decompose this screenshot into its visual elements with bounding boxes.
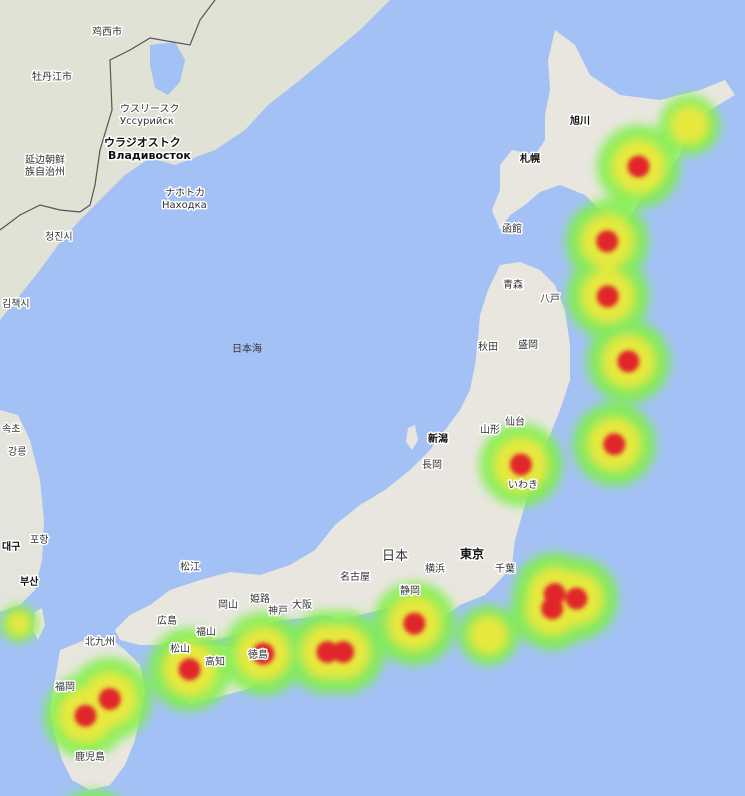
label-nagaoka: 長岡 [422,459,442,471]
label-aomori: 青森 [503,278,523,291]
label-sokcho: 속초 [2,423,20,435]
asian-mainland [0,0,390,320]
label-kitakyushu: 北九州 [85,636,115,648]
heat-point [468,615,509,656]
korean-peninsula [0,410,44,612]
label-cheongjin: 청진시 [45,231,73,243]
label-sendai: 仙台 [505,415,525,428]
oki-island [186,560,196,574]
label-fukuyama: 福山 [196,625,216,638]
label-akita: 秋田 [478,340,498,353]
label-niigata: 新潟 [428,432,448,445]
label-nakhodka-jp: ナホトカ [165,187,205,199]
label-asahikawa: 旭川 [569,114,590,127]
label-nagoya: 名古屋 [340,570,370,583]
label-pohang: 포항 [30,534,48,546]
label-tokushima: 徳島 [248,648,268,661]
label-hachinohe: 八戸 [540,293,560,305]
label-fukuoka: 福岡 [55,680,75,693]
heat-point-core [403,612,426,635]
label-yamagata: 山形 [480,424,500,436]
border-china-russia [79,0,216,213]
heat-point-core [596,230,619,253]
label-yokohama: 横浜 [425,562,445,575]
heat-layer [0,94,720,796]
label-nakhodka-ru: Находка [162,200,207,211]
heat-point-core [596,285,619,308]
heat-point-core [74,704,97,727]
hokkaido [492,30,735,230]
label-hakodate: 函館 [502,222,522,235]
heat-point-core [603,433,626,456]
heat-point-core [98,688,121,710]
label-japan-char: 日本 [382,549,408,564]
label-busan: 부산 [20,575,39,588]
label-kobe: 神戸 [268,604,288,617]
label-sapporo: 札幌 [519,152,540,165]
label-himeji: 姫路 [250,592,270,605]
heat-point-core [252,642,275,665]
heat-point-core [178,658,201,681]
heat-point-core [316,641,339,663]
label-kochi: 高知 [205,655,225,668]
heat-point [6,611,32,637]
label-daegu: 대구 [2,540,20,553]
label-shizuoka: 静岡 [400,584,420,597]
label-mudanjiang: 牡丹江市 [32,70,72,83]
label-matsue: 松江 [180,560,200,573]
label-morioka: 盛岡 [518,338,538,351]
label-kagoshima: 鹿児島 [75,750,105,763]
label-ussuriysk-ru: Уссурийск [120,116,174,127]
heat-point-core [332,641,355,663]
border-china-korea [0,204,81,231]
label-jixi: 鸡西市 [92,25,122,38]
label-yanbian-2: 族自治州 [25,165,65,178]
heat-point-core [627,155,650,178]
heat-point-core [617,350,640,373]
label-gimchaek: 김책시 [2,298,30,310]
heat-point [669,105,710,146]
label-sea-of-japan: 日本海 [232,342,262,355]
label-vladivostok-jp: ウラジオストク [104,136,181,149]
label-ussuriysk-jp: ウスリースク [120,103,180,115]
label-osaka: 大阪 [292,598,312,611]
heat-point [71,789,117,796]
label-okayama: 岡山 [218,599,238,611]
label-gangneung: 강릉 [8,446,26,458]
sado-island [406,425,418,450]
label-matsuyama: 松山 [170,642,190,655]
label-iwaki: いわき [508,479,538,491]
label-yanbian-1: 延边朝鲜 [25,153,65,166]
honshu [115,262,570,645]
heat-point-core [509,453,532,476]
map-labels: 鸡西市 牡丹江市 ウスリースク Уссурийск ウラジオストク Владив… [1,24,592,765]
heat-layer-high [74,155,650,727]
label-hiroshima: 広島 [157,614,177,627]
label-chiba: 千葉 [495,562,515,575]
heat-point-core [541,597,564,620]
label-tokyo: 東京 [460,546,484,561]
label-vladivostok-ru: Владивосток [108,149,191,162]
lake-khanka [150,42,185,95]
heat-point-core [565,587,588,610]
